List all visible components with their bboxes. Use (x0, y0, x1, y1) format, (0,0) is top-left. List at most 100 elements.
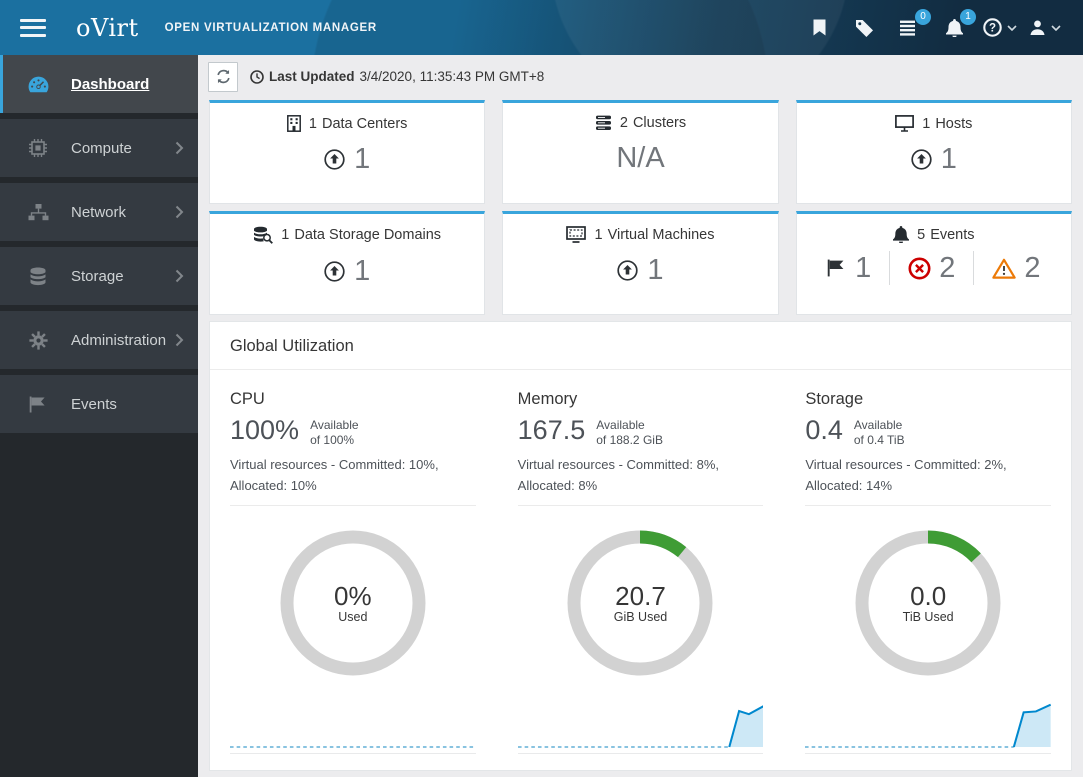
arrow-circle-up-icon (324, 261, 345, 282)
status-card-events: 5 Events 1 (795, 211, 1072, 315)
bookmark-icon[interactable] (797, 0, 842, 55)
sidebar-item-compute[interactable]: Compute (0, 119, 198, 177)
chevron-right-icon (175, 333, 184, 347)
help-menu-button[interactable]: ? (977, 0, 1022, 55)
storage-sparkline-svg (805, 703, 1051, 748)
tags-icon[interactable] (842, 0, 887, 55)
events-alerts-number: 1 (855, 251, 872, 284)
divider (517, 505, 764, 506)
status-card-clusters: 2 Clusters N/A (502, 100, 779, 204)
events-errors-count[interactable]: 2 (908, 252, 955, 285)
vertical-nav: Dashboard Compute Network (0, 55, 198, 777)
last-updated-label: Last Updated (269, 69, 355, 84)
virtual-machines-status-count[interactable]: 1 (617, 254, 664, 287)
card-value-number: 1 (354, 143, 371, 175)
caret-down-icon (1006, 24, 1017, 31)
card-label: Data Storage Domains (294, 227, 442, 243)
product-title: OPEN VIRTUALIZATION MANAGER (164, 21, 377, 34)
card-count: 1 (594, 226, 603, 243)
chevron-right-icon (175, 269, 184, 283)
cog-icon (25, 330, 51, 350)
cpu-available-caption: Available of 100% (310, 418, 359, 447)
card-count: 1 (281, 227, 290, 243)
memory-donut-svg (567, 530, 713, 676)
clusters-status-count: N/A (616, 142, 664, 175)
brand-logo[interactable]: oVirt (76, 13, 139, 42)
status-card-hosts: 1 Hosts 1 (795, 100, 1072, 204)
masthead-actions: 0 1 ? (797, 0, 1083, 55)
sidebar-item-label: Administration (71, 331, 167, 349)
cpu-donut-svg (280, 530, 426, 676)
storage-donut-center: 0.0 TiB Used (902, 580, 954, 624)
cpu-heading: CPU (230, 390, 265, 408)
cpu-sparkline-svg (230, 746, 476, 748)
memory-heading: Memory (517, 390, 578, 408)
status-cards: 1 Data Centers 1 2 (209, 100, 1072, 315)
events-alerts-count[interactable]: 1 (827, 252, 871, 285)
storage-available-value: 0.4 (805, 415, 843, 445)
sidebar-item-dashboard[interactable]: Dashboard (0, 55, 198, 113)
divider (230, 505, 476, 506)
hosts-status-count[interactable]: 1 (911, 143, 957, 176)
sidebar-item-storage[interactable]: Storage (0, 247, 198, 305)
database-icon (25, 267, 51, 286)
memory-sparkline-chart (517, 698, 764, 754)
monitor-icon (895, 115, 915, 132)
refresh-icon[interactable] (208, 61, 238, 92)
chevron-right-icon (175, 141, 184, 155)
tasks-icon[interactable]: 0 (887, 0, 932, 55)
memory-utilization-column: Memory 167.5 Available of 188.2 GiB Virt… (517, 374, 764, 754)
arrow-circle-up-icon (324, 149, 345, 170)
storage-domains-link[interactable]: 1 Data Storage Domains (253, 226, 441, 244)
status-card-data-centers: 1 Data Centers 1 (209, 100, 486, 204)
events-warnings-number: 2 (1024, 251, 1041, 284)
status-card-virtual-machines: 1 Virtual Machines 1 (502, 211, 779, 315)
sidebar-item-network[interactable]: Network (0, 183, 198, 241)
storage-domains-status-count[interactable]: 1 (324, 255, 370, 288)
hamburger-icon[interactable] (20, 17, 48, 39)
user-menu-button[interactable] (1022, 0, 1067, 55)
last-updated-bar: Last Updated 3/4/2020, 11:35:43 PM GMT+8 (198, 55, 1083, 98)
dashboard-content: Last Updated 3/4/2020, 11:35:43 PM GMT+8… (198, 55, 1083, 777)
cpu-donut-chart: 0% Used (278, 528, 428, 683)
caret-down-icon (1050, 24, 1061, 31)
sidebar-item-events[interactable]: Events (0, 375, 198, 433)
card-count: 2 (619, 115, 628, 131)
memory-available-value: 167.5 (517, 415, 586, 445)
global-utilization-panel: Global Utilization CPU 100% Available of… (209, 321, 1072, 771)
card-value-number: 1 (647, 254, 664, 286)
bell-icon[interactable]: 1 (932, 0, 977, 55)
notifications-badge: 1 (960, 9, 976, 25)
storage-domain-search-icon (253, 226, 274, 244)
divider (889, 251, 891, 285)
events-warnings-count[interactable]: 2 (992, 251, 1041, 285)
card-value-number: 1 (940, 143, 957, 175)
warning-triangle-icon (992, 258, 1017, 279)
user-icon (1029, 19, 1046, 36)
clusters-link[interactable]: 2 Clusters (595, 115, 686, 131)
svg-text:?: ? (988, 23, 995, 35)
section-title: Global Utilization (210, 322, 1071, 370)
virtual-machine-icon (566, 226, 587, 243)
cpu-sparkline-chart (230, 698, 476, 754)
card-count: 1 (922, 115, 931, 132)
card-count: 1 (308, 115, 317, 132)
data-centers-link[interactable]: 1 Data Centers (286, 115, 408, 132)
sidebar-item-label: Storage (71, 267, 124, 285)
question-circle-icon: ? (982, 18, 1002, 37)
cpu-virtual-resources: Virtual resources - Committed: 10%, Allo… (230, 457, 439, 493)
hosts-link[interactable]: 1 Hosts (895, 115, 972, 132)
card-label: Data Centers (321, 115, 408, 132)
status-card-storage-domains: 1 Data Storage Domains 1 (209, 211, 486, 315)
events-link[interactable]: 5 Events (893, 226, 975, 243)
card-label: Clusters (632, 115, 687, 131)
storage-donut-svg (855, 530, 1001, 676)
data-centers-status-count[interactable]: 1 (324, 143, 370, 176)
sidebar-item-administration[interactable]: Administration (0, 311, 198, 369)
memory-available-caption: Available of 188.2 GiB (596, 418, 663, 447)
sparkline-line (1013, 703, 1051, 748)
virtual-machines-link[interactable]: 1 Virtual Machines (566, 226, 715, 243)
sidebar-item-label: Dashboard (71, 75, 150, 93)
storage-utilization-column: Storage 0.4 Available of 0.4 TiB Virtual… (805, 374, 1051, 754)
card-label: Virtual Machines (607, 226, 715, 243)
